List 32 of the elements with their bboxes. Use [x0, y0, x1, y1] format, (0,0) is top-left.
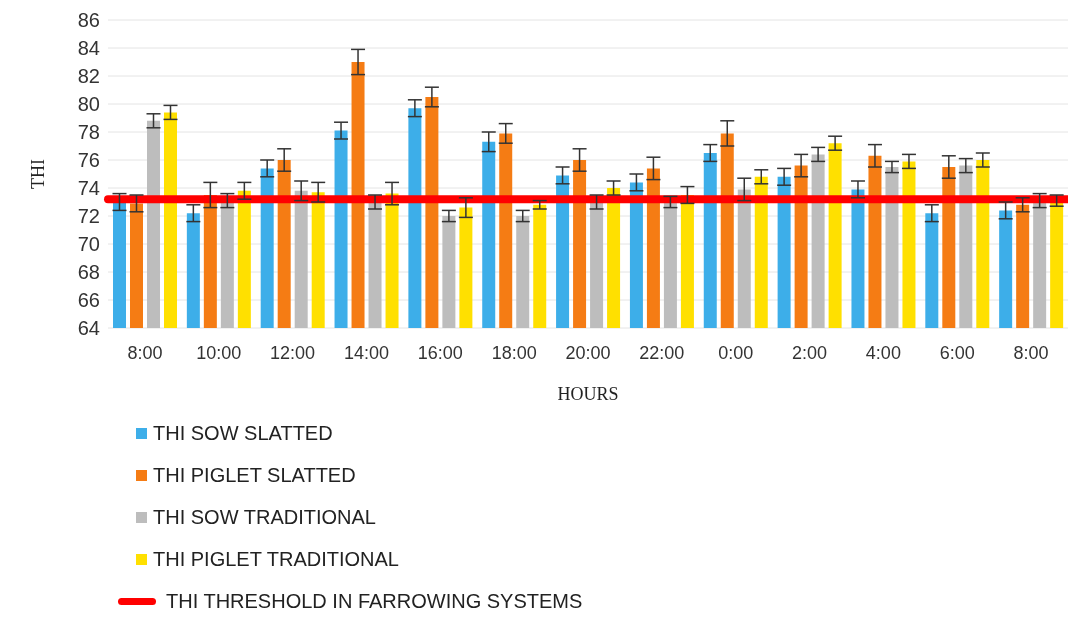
y-tick-label: 64 — [77, 317, 100, 340]
x-axis-title: HOURS — [557, 384, 619, 404]
y-tick-label: 70 — [77, 233, 100, 256]
x-tick-label: 10:00 — [196, 342, 242, 363]
y-tick-label: 82 — [77, 65, 100, 88]
legend-label: THI SOW SLATTED — [153, 421, 333, 445]
x-tick-label: 18:00 — [491, 342, 537, 363]
x-tick-label: 6:00 — [939, 342, 975, 363]
y-tick-label: 72 — [77, 205, 100, 228]
y-tick-label: 76 — [77, 149, 100, 172]
legend-label: THI PIGLET SLATTED — [153, 463, 356, 487]
x-tick-label: 12:00 — [270, 342, 316, 363]
y-tick-label: 74 — [77, 177, 100, 200]
x-tick-label: 4:00 — [865, 342, 901, 363]
x-tick-label: 20:00 — [565, 342, 611, 363]
y-tick-label: 80 — [77, 93, 100, 116]
y-axis-title: THI — [28, 159, 49, 189]
x-tick-label: 2:00 — [792, 342, 828, 363]
y-tick-label: 86 — [77, 9, 100, 32]
y-tick-label: 66 — [77, 289, 100, 312]
x-tick-label: 8:00 — [1013, 342, 1049, 363]
x-tick-label: 22:00 — [639, 342, 685, 363]
y-tick-label: 68 — [77, 261, 100, 284]
legend-label: THI THRESHOLD IN FARROWING SYSTEMS — [166, 589, 583, 613]
legend-label: THI SOW TRADITIONAL — [153, 505, 376, 529]
y-tick-label: 78 — [77, 121, 100, 144]
legend-label: THI PIGLET TRADITIONAL — [153, 547, 399, 571]
x-tick-label: 8:00 — [127, 342, 163, 363]
y-tick-label: 84 — [77, 37, 100, 60]
x-tick-label: 14:00 — [343, 342, 389, 363]
x-tick-label: 16:00 — [417, 342, 463, 363]
x-tick-label: 0:00 — [718, 342, 754, 363]
